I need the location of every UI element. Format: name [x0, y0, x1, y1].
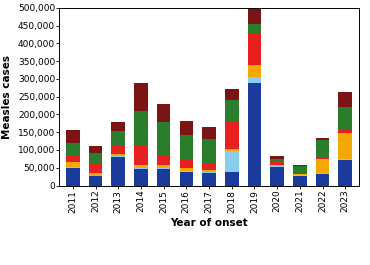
- Bar: [111, 122, 125, 131]
- Bar: [202, 163, 216, 170]
- Bar: [270, 166, 284, 167]
- Bar: [179, 172, 193, 186]
- Bar: [293, 166, 307, 173]
- Bar: [134, 169, 148, 186]
- Bar: [89, 163, 102, 173]
- Bar: [89, 173, 102, 175]
- Bar: [339, 92, 352, 107]
- Bar: [134, 111, 148, 146]
- Bar: [339, 132, 352, 159]
- Bar: [316, 138, 329, 140]
- Bar: [89, 175, 102, 176]
- Bar: [202, 127, 216, 139]
- Bar: [157, 122, 171, 156]
- Bar: [270, 159, 284, 162]
- Bar: [202, 170, 216, 172]
- Bar: [111, 157, 125, 185]
- Bar: [157, 168, 171, 169]
- Bar: [293, 165, 307, 166]
- Bar: [66, 168, 80, 186]
- Bar: [316, 140, 329, 157]
- Bar: [89, 146, 102, 153]
- Bar: [293, 175, 307, 186]
- Bar: [66, 154, 80, 162]
- Bar: [134, 168, 148, 169]
- Bar: [179, 135, 193, 160]
- Bar: [179, 121, 193, 135]
- Bar: [134, 82, 148, 111]
- Bar: [270, 162, 284, 165]
- Bar: [248, 6, 261, 24]
- Bar: [270, 156, 284, 159]
- Bar: [248, 77, 261, 82]
- Bar: [339, 130, 352, 132]
- Bar: [316, 173, 329, 174]
- Bar: [293, 174, 307, 175]
- Bar: [339, 159, 352, 160]
- Bar: [248, 24, 261, 33]
- Bar: [225, 172, 239, 186]
- Bar: [225, 89, 239, 100]
- Bar: [316, 158, 329, 173]
- Bar: [339, 107, 352, 130]
- Bar: [89, 153, 102, 163]
- Bar: [339, 160, 352, 186]
- Bar: [202, 139, 216, 163]
- Bar: [179, 171, 193, 172]
- Bar: [111, 156, 125, 157]
- Bar: [66, 167, 80, 168]
- Bar: [225, 122, 239, 149]
- Bar: [134, 165, 148, 168]
- Bar: [202, 173, 216, 186]
- Bar: [111, 153, 125, 156]
- Bar: [157, 156, 171, 165]
- Bar: [66, 143, 80, 154]
- X-axis label: Year of onset: Year of onset: [170, 218, 248, 228]
- Bar: [134, 146, 148, 165]
- Bar: [66, 162, 80, 167]
- Bar: [202, 172, 216, 173]
- Bar: [248, 82, 261, 186]
- Bar: [179, 160, 193, 169]
- Bar: [157, 169, 171, 186]
- Y-axis label: Measles cases: Measles cases: [2, 55, 12, 139]
- Bar: [66, 130, 80, 143]
- Bar: [316, 174, 329, 186]
- Bar: [157, 104, 171, 122]
- Bar: [111, 145, 125, 153]
- Bar: [248, 65, 261, 77]
- Bar: [89, 176, 102, 186]
- Bar: [270, 167, 284, 185]
- Bar: [248, 33, 261, 65]
- Bar: [293, 173, 307, 174]
- Legend: AFR, AMR, EMR, EUR, SEAR, WPR: AFR, AMR, EMR, EUR, SEAR, WPR: [90, 264, 328, 265]
- Bar: [316, 157, 329, 158]
- Bar: [179, 169, 193, 171]
- Bar: [225, 151, 239, 172]
- Bar: [157, 165, 171, 168]
- Bar: [225, 100, 239, 122]
- Bar: [225, 149, 239, 151]
- Bar: [111, 131, 125, 145]
- Bar: [270, 165, 284, 166]
